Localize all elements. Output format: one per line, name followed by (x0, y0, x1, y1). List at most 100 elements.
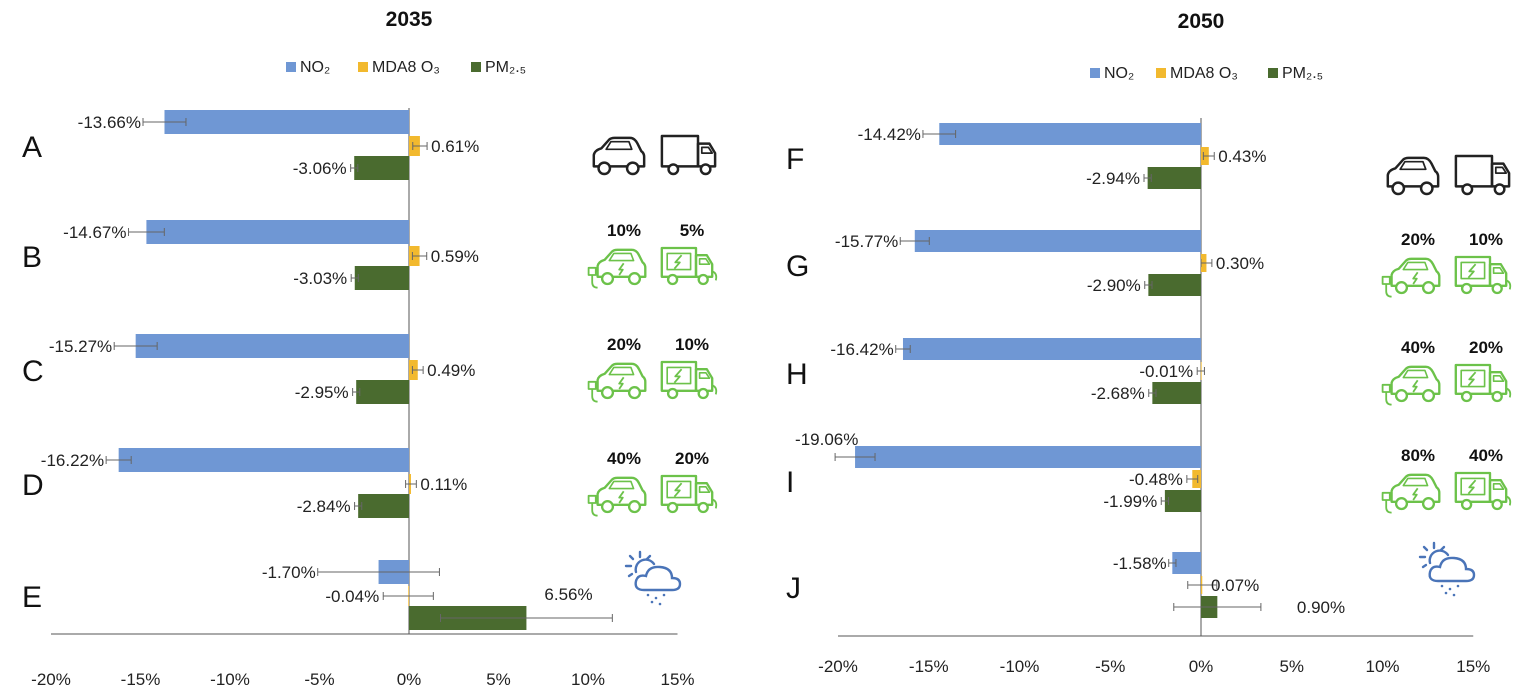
car-wheel (1421, 497, 1436, 511)
legend-label-o3: MDA8 O₃ (1170, 65, 1238, 82)
truck-icon (1454, 255, 1512, 295)
plug-cable (1505, 495, 1512, 506)
data-label-o3: 0.07% (1211, 576, 1259, 595)
data-label-o3: -0.48% (1129, 470, 1183, 489)
legend-swatch-no2 (1090, 68, 1100, 78)
bar-pm25 (1152, 382, 1201, 404)
car-window (1402, 477, 1429, 487)
bar-no2 (855, 446, 1201, 468)
scenario-group-B: B -14.67% 0.59% -3.03% 10% 5% (22, 220, 718, 290)
car-wheel (1419, 181, 1434, 196)
data-label-no2: -16.42% (830, 340, 893, 359)
car-share-label: 40% (607, 449, 641, 468)
scenario-letter: F (786, 143, 804, 176)
scenario-letter: B (22, 241, 42, 274)
car-icon (587, 476, 647, 517)
bar-pm25 (354, 156, 409, 180)
truck-cargo (660, 134, 700, 168)
plug-cable (1505, 387, 1512, 398)
data-label-pm25: -2.84% (297, 497, 351, 516)
scenario-letter: E (22, 581, 42, 614)
data-label-no2: -14.67% (63, 223, 126, 242)
rain-drop (658, 602, 662, 606)
x-tick-label: 0% (1189, 657, 1214, 676)
data-label-pm25: 6.56% (544, 585, 592, 604)
car-body (596, 476, 647, 506)
scenario-letter: A (22, 131, 42, 164)
truck-icon (660, 246, 718, 286)
truck-cab (1488, 371, 1508, 395)
car-share-label: 10% (607, 221, 641, 240)
chart-panel-2050: 2050 NO₂ MDA8 O₃ PM₂.₅ -20% -15% -10% -5% 0% 5% 10… (786, 10, 1512, 676)
data-label-pm25: -3.06% (293, 159, 347, 178)
truck-cab (1490, 162, 1511, 188)
truck-icon (660, 474, 718, 514)
sun-ray (1421, 563, 1428, 569)
bar-no2 (118, 448, 410, 472)
car-window (1402, 261, 1429, 271)
bar-no2 (914, 230, 1201, 252)
bolt-icon (618, 376, 625, 390)
bolt-icon (1467, 371, 1477, 387)
scenario-letter: G (786, 250, 809, 283)
legend-label-no2: NO₂ (1104, 65, 1134, 82)
bar-pm25 (356, 380, 409, 404)
bar-pm25 (1147, 167, 1201, 189)
truck-icon (1454, 154, 1511, 196)
rain-drop (662, 593, 666, 597)
cloud-shape (1428, 556, 1476, 583)
car-wheel (627, 386, 642, 400)
rain-drop (1444, 591, 1448, 595)
car-share-label: 40% (1401, 338, 1435, 357)
bar-pm25 (358, 494, 409, 518)
truck-share-label: 20% (1469, 338, 1503, 357)
truck-share-label: 10% (1469, 230, 1503, 249)
truck-window (1492, 482, 1505, 491)
x-tick-label: -10% (1000, 657, 1040, 676)
data-label-pm25: -2.95% (295, 383, 349, 402)
car-body (1390, 365, 1441, 395)
data-label-no2: -1.58% (1113, 554, 1167, 573)
weather-icon (624, 550, 682, 606)
rain-drop (1440, 584, 1444, 588)
sun-ray (628, 554, 635, 561)
legend-swatch-o3 (1156, 68, 1166, 78)
car-share-label: 20% (607, 335, 641, 354)
data-label-o3: 0.59% (431, 247, 479, 266)
truck-window (1494, 166, 1508, 174)
car-wheel (1421, 281, 1436, 295)
truck-icon (1454, 471, 1512, 511)
data-label-no2: -19.06% (795, 430, 858, 449)
scenario-letter: J (786, 572, 801, 605)
plug-head (587, 266, 597, 276)
scenario-letter: I (786, 466, 794, 499)
truck-window (1492, 374, 1505, 383)
car-window (1402, 369, 1429, 379)
truck-wheel (666, 387, 679, 400)
bar-no2 (164, 110, 409, 134)
car-window (608, 480, 635, 490)
data-label-o3: -0.01% (1139, 362, 1193, 381)
data-label-o3: -0.04% (325, 587, 379, 606)
truck-wheel (1493, 183, 1506, 196)
truck-wheel (1460, 390, 1473, 403)
bolt-icon (673, 368, 683, 384)
data-label-no2: -13.66% (78, 113, 141, 132)
scenario-letter: H (786, 358, 808, 391)
x-tick-label: 10% (571, 670, 605, 689)
x-tick-label: -20% (31, 670, 71, 689)
truck-window (698, 371, 711, 380)
data-label-o3: 0.30% (1216, 254, 1264, 273)
car-body (1390, 473, 1441, 503)
bolt-icon (1412, 487, 1419, 501)
sun-ray (627, 572, 634, 578)
screen (1460, 261, 1486, 280)
x-tick-label: 10% (1365, 657, 1399, 676)
screen (1460, 477, 1486, 496)
car-window (608, 366, 635, 376)
legend-swatch-o3 (358, 62, 368, 72)
rain-drop (1448, 587, 1452, 591)
legend-swatch-pm25 (471, 62, 481, 72)
bar-no2 (1172, 552, 1201, 574)
cloud-shape (634, 565, 682, 592)
